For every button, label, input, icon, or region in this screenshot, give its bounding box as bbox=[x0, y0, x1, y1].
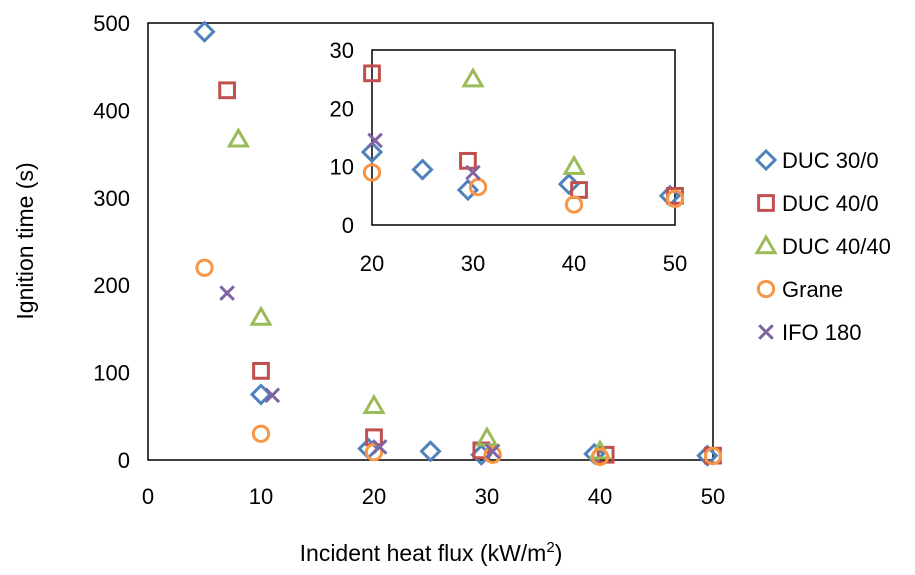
main-point-grane bbox=[590, 447, 610, 467]
legend-label-duc-40-40: DUC 40/40 bbox=[782, 234, 891, 259]
main-point-duc-40-0 bbox=[218, 81, 236, 100]
main-point-grane bbox=[483, 445, 502, 464]
main-series-marks bbox=[193, 20, 723, 467]
legend: DUC 30/0 DUC 40/0 DUC 40/40 Grane IFO 180 bbox=[754, 148, 891, 345]
inset-point-duc-40-0 bbox=[363, 64, 381, 83]
legend-marker-duc-40-40 bbox=[754, 233, 778, 255]
legend-marker-ifo-180 bbox=[758, 324, 774, 340]
inset-x-tick-label: 50 bbox=[663, 251, 687, 276]
main-x-tick-label: 40 bbox=[588, 484, 612, 509]
inset-y-tick-label: 0 bbox=[342, 213, 354, 238]
main-x-tick-label: 30 bbox=[475, 484, 499, 509]
main-y-tick-label: 500 bbox=[93, 11, 130, 36]
main-point-duc-30-0 bbox=[193, 20, 216, 43]
inset-point-duc-40-40 bbox=[562, 154, 586, 175]
main-x-tick-label: 10 bbox=[249, 484, 273, 509]
main-point-duc-30-0 bbox=[696, 444, 719, 467]
main-point-grane bbox=[364, 442, 384, 462]
legend-label-ifo-180: IFO 180 bbox=[782, 320, 861, 345]
inset-point-ifo-180 bbox=[367, 132, 383, 149]
inset-y-tick-label: 10 bbox=[330, 155, 354, 180]
inset-tick-labels: 20 30 40 50 0 10 20 30 bbox=[330, 38, 688, 276]
inset-point-grane bbox=[665, 189, 685, 208]
main-point-grane bbox=[251, 424, 271, 443]
inset-x-tick-label: 20 bbox=[360, 251, 384, 276]
inset-y-tick-label: 20 bbox=[330, 96, 354, 121]
legend-marker-duc-30-0 bbox=[754, 148, 778, 172]
inset-y-tick-label: 30 bbox=[330, 38, 354, 63]
main-point-ifo-180 bbox=[219, 285, 235, 301]
main-point-duc-40-0 bbox=[472, 441, 491, 460]
main-point-duc-40-0 bbox=[252, 361, 270, 380]
main-point-duc-30-0 bbox=[419, 440, 442, 463]
main-point-duc-40-40 bbox=[362, 393, 386, 415]
inset-plot-area bbox=[371, 49, 676, 226]
legend-label-grane: Grane bbox=[782, 277, 843, 302]
inset-point-grane bbox=[362, 163, 382, 182]
legend-label-duc-40-0: DUC 40/0 bbox=[782, 191, 879, 216]
main-point-grane bbox=[195, 258, 214, 277]
legend-label-duc-30-0: DUC 30/0 bbox=[782, 148, 879, 173]
inset-point-duc-30-0 bbox=[456, 178, 480, 202]
main-x-tick-label: 0 bbox=[142, 484, 154, 509]
main-point-duc-40-40 bbox=[249, 305, 273, 326]
main-x-tick-label: 20 bbox=[362, 484, 386, 509]
main-y-tick-label: 100 bbox=[93, 361, 130, 386]
main-x-tick-label: 50 bbox=[701, 484, 725, 509]
main-point-duc-40-40 bbox=[226, 127, 250, 148]
x-axis-title-superscript: 2 bbox=[546, 539, 554, 556]
main-y-tick-label: 0 bbox=[118, 448, 130, 473]
x-axis-title: Incident heat flux (kW/m2) bbox=[300, 539, 563, 566]
main-point-ifo-180 bbox=[264, 387, 281, 404]
legend-marker-grane bbox=[756, 279, 776, 299]
legend-marker-duc-40-0 bbox=[757, 194, 775, 212]
inset-x-tick-label: 30 bbox=[461, 251, 485, 276]
inset-x-tick-label: 40 bbox=[562, 251, 586, 276]
main-y-tick-label: 400 bbox=[93, 98, 130, 123]
main-point-ifo-180 bbox=[371, 439, 388, 455]
inset-point-duc-30-0 bbox=[360, 140, 384, 164]
inset-series-marks bbox=[360, 64, 685, 214]
main-y-tick-label: 300 bbox=[93, 186, 130, 211]
y-axis-title: Ignition time (s) bbox=[12, 162, 38, 319]
inset-point-grane bbox=[564, 195, 584, 214]
main-y-tick-label: 200 bbox=[93, 273, 130, 298]
inset-point-duc-40-40 bbox=[461, 67, 485, 88]
x-axis-title-end: ) bbox=[555, 540, 563, 566]
inset-point-ifo-180 bbox=[465, 164, 481, 181]
main-point-ifo-180 bbox=[484, 443, 501, 460]
main-point-grane bbox=[703, 446, 723, 466]
inset-point-duc-30-0 bbox=[411, 158, 434, 181]
